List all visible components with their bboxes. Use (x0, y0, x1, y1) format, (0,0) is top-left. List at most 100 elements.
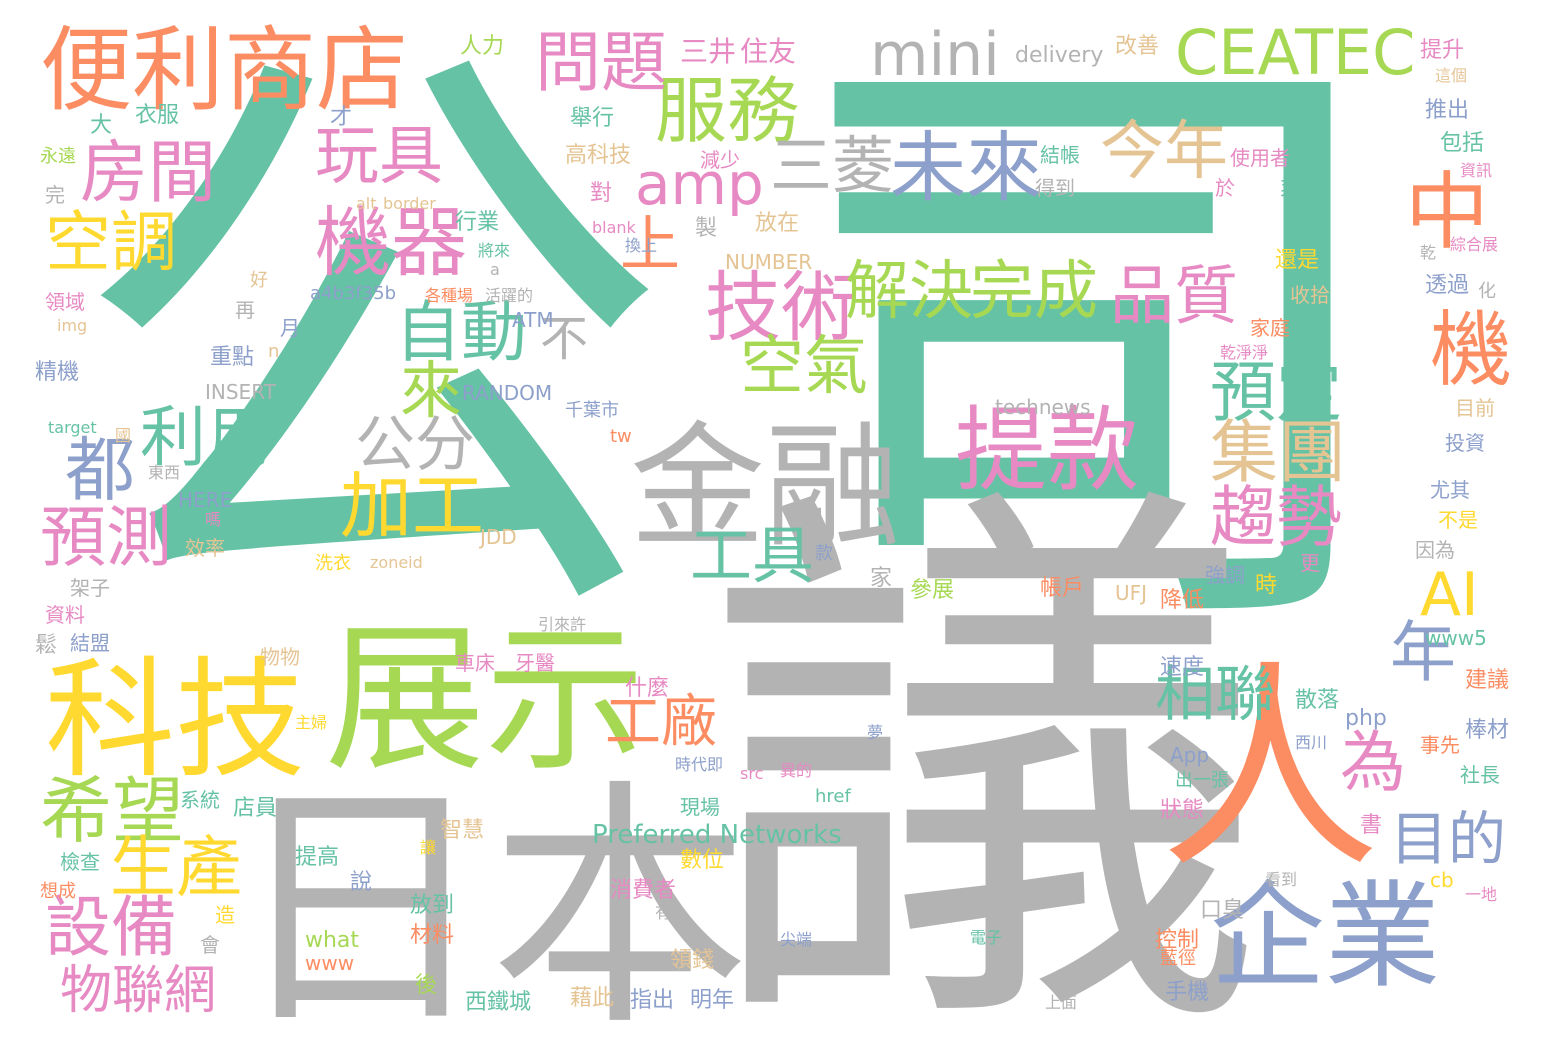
cloud-word: php (1345, 706, 1387, 731)
cloud-word: 強調 (1205, 563, 1245, 587)
cloud-word: 管理 (1285, 210, 1330, 235)
cloud-word: 解決 (845, 255, 973, 329)
cloud-word: 車床 (455, 651, 495, 675)
cloud-word: 乾淨淨 (1220, 343, 1269, 362)
cloud-word: AI (1420, 560, 1479, 630)
cloud-word: 事先 (1420, 733, 1460, 757)
cloud-word: 時 (1255, 573, 1278, 598)
cloud-word: 資訊 (1460, 161, 1493, 180)
cloud-word: HERE (178, 488, 233, 512)
cloud-word: 西川 (1295, 733, 1328, 752)
cloud-word: href (815, 786, 851, 807)
cloud-word: target (48, 418, 97, 437)
cloud-word: 投資 (1445, 431, 1485, 455)
cloud-word: 推出 (1425, 98, 1470, 123)
cloud-word: 永遠 (40, 146, 76, 167)
cloud-word: 數位 (680, 848, 725, 873)
cloud-word: 工廠 (605, 690, 717, 755)
cloud-word: ck (1200, 824, 1219, 843)
cloud-word: 出一張 (1175, 770, 1229, 791)
cloud-word: 改善 (1115, 34, 1160, 59)
cloud-word: 現場 (680, 795, 720, 819)
cloud-word: 明年 (690, 988, 735, 1013)
cloud-word: 不是 (1438, 508, 1478, 532)
cloud-word: 嗎 (205, 510, 222, 529)
cloud-word: 藉此 (570, 986, 615, 1011)
cloud-word: 包括 (1440, 131, 1485, 156)
cloud-word: 人力 (460, 34, 505, 59)
cloud-word: 家 (870, 566, 893, 591)
cloud-word: 舉行 (570, 106, 615, 131)
cloud-word: 想成 (40, 881, 76, 902)
cloud-word: 效率 (185, 536, 225, 560)
cloud-word: 造 (215, 903, 235, 927)
cloud-word: 空調 (45, 204, 177, 281)
cloud-word: App (1170, 743, 1210, 767)
cloud-word: 機器 (315, 198, 467, 287)
cloud-word: 架子 (70, 576, 110, 600)
cloud-word: JDD (480, 525, 517, 549)
cloud-word: 服務 (655, 69, 800, 153)
cloud-word: 智慧 (440, 818, 485, 843)
cloud-word: 家庭 (1250, 316, 1290, 340)
cloud-word: zoneid (370, 553, 423, 572)
cloud-word: 尤其 (1430, 478, 1470, 502)
cloud-word: www5 (1425, 626, 1487, 650)
cloud-word: a4b3f35b (310, 283, 397, 304)
cloud-word: 再 (235, 298, 255, 322)
cloud-word: 有人 (655, 903, 688, 922)
cloud-word: 公 (70, 0, 670, 694)
cloud-word: 速度 (1160, 655, 1205, 680)
cloud-word: 西鐵城 (465, 990, 532, 1015)
cloud-word: 各種場 (425, 286, 474, 305)
cloud-word: 消費者 (610, 878, 677, 903)
cloud-word: 鬆 (35, 633, 58, 658)
cloud-word: 檢查 (60, 850, 100, 874)
cloud-word: 收拾 (1290, 283, 1330, 307)
cloud-word: 國 (115, 426, 132, 445)
cloud-word: 行業 (455, 210, 500, 235)
cloud-word: UFJ (1115, 581, 1148, 605)
cloud-word: 自動 (395, 294, 527, 371)
cloud-word: 加工 (340, 464, 485, 548)
cloud-word: mini (870, 20, 1000, 90)
cloud-word: 三菱 (770, 129, 895, 202)
cloud-word: 放到 (410, 893, 455, 918)
cloud-word: 提高 (295, 845, 340, 870)
cloud-word: 材料 (410, 923, 455, 948)
cloud-word: 上面 (1045, 993, 1078, 1012)
cloud-word: 工具 (690, 519, 815, 592)
cloud-word: 化 (1478, 281, 1496, 302)
cloud-word: 領錢 (670, 948, 715, 973)
cloud-word: 千葉市 (565, 400, 619, 421)
cloud-word: 控制 (1155, 928, 1200, 953)
cloud-word: 結盟 (70, 631, 110, 655)
cloud-word: 結帳 (1040, 143, 1080, 167)
cloud-word: 活躍的 (485, 286, 534, 305)
cloud-word: 洗衣 (315, 553, 351, 574)
cloud-word: 於 (1215, 176, 1235, 200)
cloud-word: ATM (512, 308, 554, 332)
cloud-word: 都 (65, 429, 135, 511)
cloud-word: 透過 (1425, 273, 1470, 298)
cloud-word: 房間 (80, 134, 217, 213)
cloud-word: blank (592, 218, 636, 237)
cloud-word: 上 (620, 210, 680, 280)
cloud-word: 綜合展 (1450, 235, 1499, 254)
cloud-word: 減少 (700, 148, 740, 172)
cloud-word: 店員 (233, 796, 278, 821)
cloud-word: 電子 (970, 928, 1003, 947)
cloud-word: 棒材 (1465, 718, 1510, 743)
cloud-word: 得到 (1035, 176, 1075, 200)
cloud-word: 目的 (1390, 805, 1507, 873)
cloud-word: 資料 (45, 603, 85, 627)
cloud-word: 參展 (910, 578, 955, 603)
cloud-word: 技術 (705, 263, 857, 352)
cloud-word: cb (1430, 868, 1454, 892)
cloud-word: 三井 (680, 35, 737, 68)
cloud-word: 款 (815, 543, 833, 564)
cloud-word: 預測 (40, 499, 172, 576)
cloud-word: 住友 (740, 35, 797, 68)
cloud-word: 製 (695, 216, 718, 241)
